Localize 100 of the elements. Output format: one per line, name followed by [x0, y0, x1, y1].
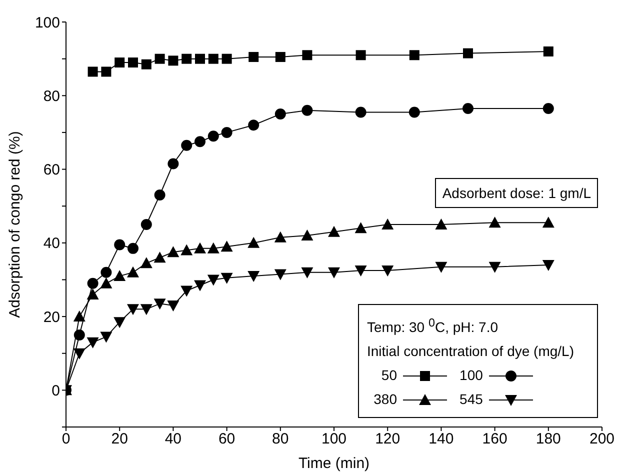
point	[248, 271, 260, 282]
point	[128, 242, 138, 254]
point	[154, 298, 166, 310]
point	[462, 103, 474, 114]
point	[140, 219, 152, 230]
point	[542, 103, 554, 114]
legend-title: Initial concentration of dye (mg/L)	[367, 342, 575, 361]
point	[382, 266, 394, 277]
point	[194, 280, 206, 292]
point	[128, 58, 138, 68]
legend-label: 50	[380, 366, 397, 385]
x-axis-title: Time (min)	[298, 455, 370, 472]
point	[181, 140, 192, 151]
point	[328, 226, 340, 237]
y-tick-label: 80	[43, 88, 60, 105]
point	[100, 277, 112, 288]
point	[87, 278, 98, 289]
point	[208, 54, 218, 64]
point	[180, 286, 193, 297]
point	[86, 337, 99, 348]
point	[73, 348, 86, 360]
point	[114, 270, 126, 282]
point	[154, 252, 166, 263]
y-tick-label: 60	[43, 162, 60, 179]
point	[488, 216, 501, 228]
point	[127, 304, 139, 316]
point	[274, 231, 286, 242]
point	[542, 216, 554, 228]
point	[74, 329, 85, 340]
point	[221, 126, 232, 138]
point	[127, 266, 139, 278]
point	[382, 218, 394, 230]
x-tick-label: 40	[164, 430, 182, 448]
point	[220, 240, 233, 252]
x-tick-label: 120	[375, 430, 400, 448]
point	[86, 288, 99, 300]
point	[409, 50, 420, 60]
point	[167, 300, 180, 312]
point	[355, 106, 366, 118]
point	[301, 230, 314, 241]
point	[543, 46, 554, 56]
point	[88, 66, 98, 77]
point	[354, 266, 367, 277]
x-tick-label: 100	[321, 430, 347, 448]
point	[463, 48, 473, 58]
point	[141, 59, 152, 70]
point	[114, 317, 126, 328]
point	[328, 267, 340, 278]
point	[207, 242, 220, 254]
point	[354, 222, 367, 234]
point	[140, 257, 152, 268]
x-tick-label: 160	[482, 430, 508, 448]
annotation: Temp: 30 $^{0}$C, pH: 7.0	[367, 316, 498, 335]
point	[195, 54, 205, 64]
x-tick-label: 80	[272, 430, 289, 448]
point	[356, 50, 366, 60]
point	[154, 190, 166, 201]
point	[194, 242, 206, 254]
point	[208, 130, 219, 142]
point	[154, 54, 165, 64]
point	[222, 54, 232, 64]
point	[488, 262, 501, 273]
point	[302, 104, 313, 116]
point	[248, 236, 260, 248]
x-tick-label: 180	[536, 430, 561, 448]
point	[114, 239, 126, 250]
x-tick-label: 200	[589, 430, 615, 448]
x-tick-label: 60	[218, 430, 236, 448]
point	[248, 120, 260, 131]
x-tick-label: 140	[428, 430, 454, 448]
legend-label: 380	[372, 390, 397, 409]
point	[542, 260, 554, 271]
point	[140, 304, 152, 316]
annotation: Adsorbent dose: 1 gm/L	[442, 185, 591, 201]
point	[168, 56, 178, 66]
point	[182, 54, 192, 64]
x-tick-label: 20	[111, 430, 128, 448]
y-tick-label: 100	[34, 14, 60, 32]
y-tick-label: 20	[43, 308, 60, 326]
y-tick-label: 0	[52, 382, 60, 400]
legend-label: 100	[458, 366, 483, 385]
point	[73, 310, 86, 322]
point	[194, 136, 206, 148]
legend-label: 545	[458, 390, 483, 409]
point	[274, 108, 286, 120]
point	[248, 52, 259, 62]
point	[220, 272, 233, 284]
y-axis-title: Adsorption of congo red (%)	[6, 131, 24, 318]
point	[275, 52, 286, 62]
y-tick-label: 40	[43, 235, 60, 252]
point	[101, 66, 112, 77]
point	[408, 106, 420, 118]
point	[168, 158, 179, 170]
point	[435, 262, 448, 273]
point	[100, 332, 112, 343]
point	[435, 218, 448, 230]
point	[274, 269, 286, 280]
point	[207, 274, 220, 286]
point	[302, 50, 312, 60]
point	[301, 267, 314, 278]
